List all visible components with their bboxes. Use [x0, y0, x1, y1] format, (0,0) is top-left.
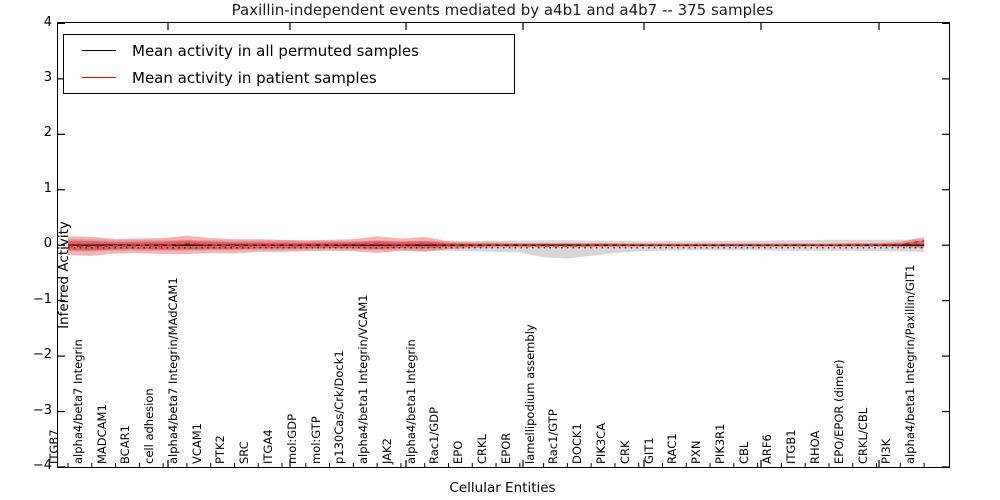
x-tick-label: PIK3R1: [712, 423, 727, 465]
x-tick-label: PTK2: [213, 435, 228, 464]
x-tick-label: PIK3CA: [593, 422, 608, 464]
x-tick-label: JAK2: [379, 438, 394, 464]
x-tick-label: EPOR: [498, 432, 513, 464]
legend-line-permuted-icon: [82, 50, 116, 51]
chart-title: Paxillin-independent events mediated by …: [231, 1, 774, 19]
y-tick-label: −1: [32, 291, 52, 307]
x-tick-label: MADCAM1: [94, 404, 109, 464]
x-tick-label: ITGB7: [47, 429, 61, 464]
x-tick-label: Rac1/GTP: [546, 409, 561, 464]
x-tick-label: ARF6: [760, 434, 775, 464]
x-tick-label: mol:GDP: [284, 413, 299, 464]
x-tick-label: RHOA: [807, 430, 822, 464]
y-tick-label: −3: [32, 402, 52, 418]
x-tick-label: RAC1: [665, 433, 680, 464]
x-tick-label: BCAR1: [118, 425, 133, 464]
y-tick-label: 2: [43, 125, 52, 141]
x-tick-label: lamellipodium assembly: [522, 324, 537, 464]
x-tick-label: CRKL/CBL: [855, 407, 870, 464]
x-tick-label: alpha4/beta1 Integrin/VCAM1: [356, 294, 371, 464]
y-axis-label: Inferred Activity: [56, 221, 72, 329]
x-tick-label: EPO: [451, 440, 466, 464]
x-tick-label: Rac1/GDP: [427, 406, 442, 464]
x-tick-label: DOCK1: [570, 423, 585, 464]
x-tick-label: alpha4/beta1 Integrin/Paxillin/GIT1: [903, 264, 918, 464]
legend-line-patient-icon: [82, 77, 116, 78]
y-tick-label: 1: [43, 180, 52, 196]
line-patient-mean: [67, 240, 925, 248]
x-tick-label: CRK: [617, 440, 632, 464]
x-tick-label: CBL: [736, 441, 751, 464]
y-tick-label: −2: [32, 347, 52, 363]
x-tick-label: alpha4/beta7 Integrin/MAdCAM1: [165, 277, 180, 464]
legend-label-patient: Mean activity in patient samples: [132, 68, 377, 87]
x-tick-label: GIT1: [641, 437, 656, 464]
legend-item-permuted: Mean activity in all permuted samples: [82, 42, 514, 60]
y-tick-label: 3: [43, 69, 52, 85]
y-tick-label: −4: [32, 458, 52, 474]
x-tick-label: p130Cas/Crk/Dock1: [332, 350, 347, 464]
x-tick-label: SRC: [237, 441, 252, 464]
x-tick-label: cell adhesion: [142, 388, 157, 464]
legend-item-patient: Mean activity in patient samples: [82, 69, 514, 87]
y-tick-label: 0: [43, 236, 52, 252]
plot-area: Inferred Activity Mean activity in all p…: [56, 22, 950, 468]
x-tick-label: mol:GTP: [308, 416, 323, 464]
x-tick-label: PXN: [689, 440, 704, 464]
y-tick-label: 4: [43, 14, 52, 30]
chart-canvas: [58, 23, 949, 467]
x-axis-label: Cellular Entities: [449, 480, 556, 496]
legend-label-permuted: Mean activity in all permuted samples: [132, 41, 419, 60]
legend: Mean activity in all permuted samples Me…: [63, 34, 515, 94]
x-tick-label: alpha4/beta7 Integrin: [70, 339, 85, 464]
x-tick-label: VCAM1: [189, 422, 204, 464]
x-tick-label: alpha4/beta1 Integrin: [403, 339, 418, 464]
x-tick-label: CRKL: [475, 434, 490, 464]
x-tick-label: PI3K: [879, 438, 894, 464]
x-tick-label: EPO/EPOR (dimer): [831, 359, 846, 465]
x-tick-label: ITGB1: [784, 429, 799, 464]
x-tick-label: ITGA4: [261, 429, 276, 464]
